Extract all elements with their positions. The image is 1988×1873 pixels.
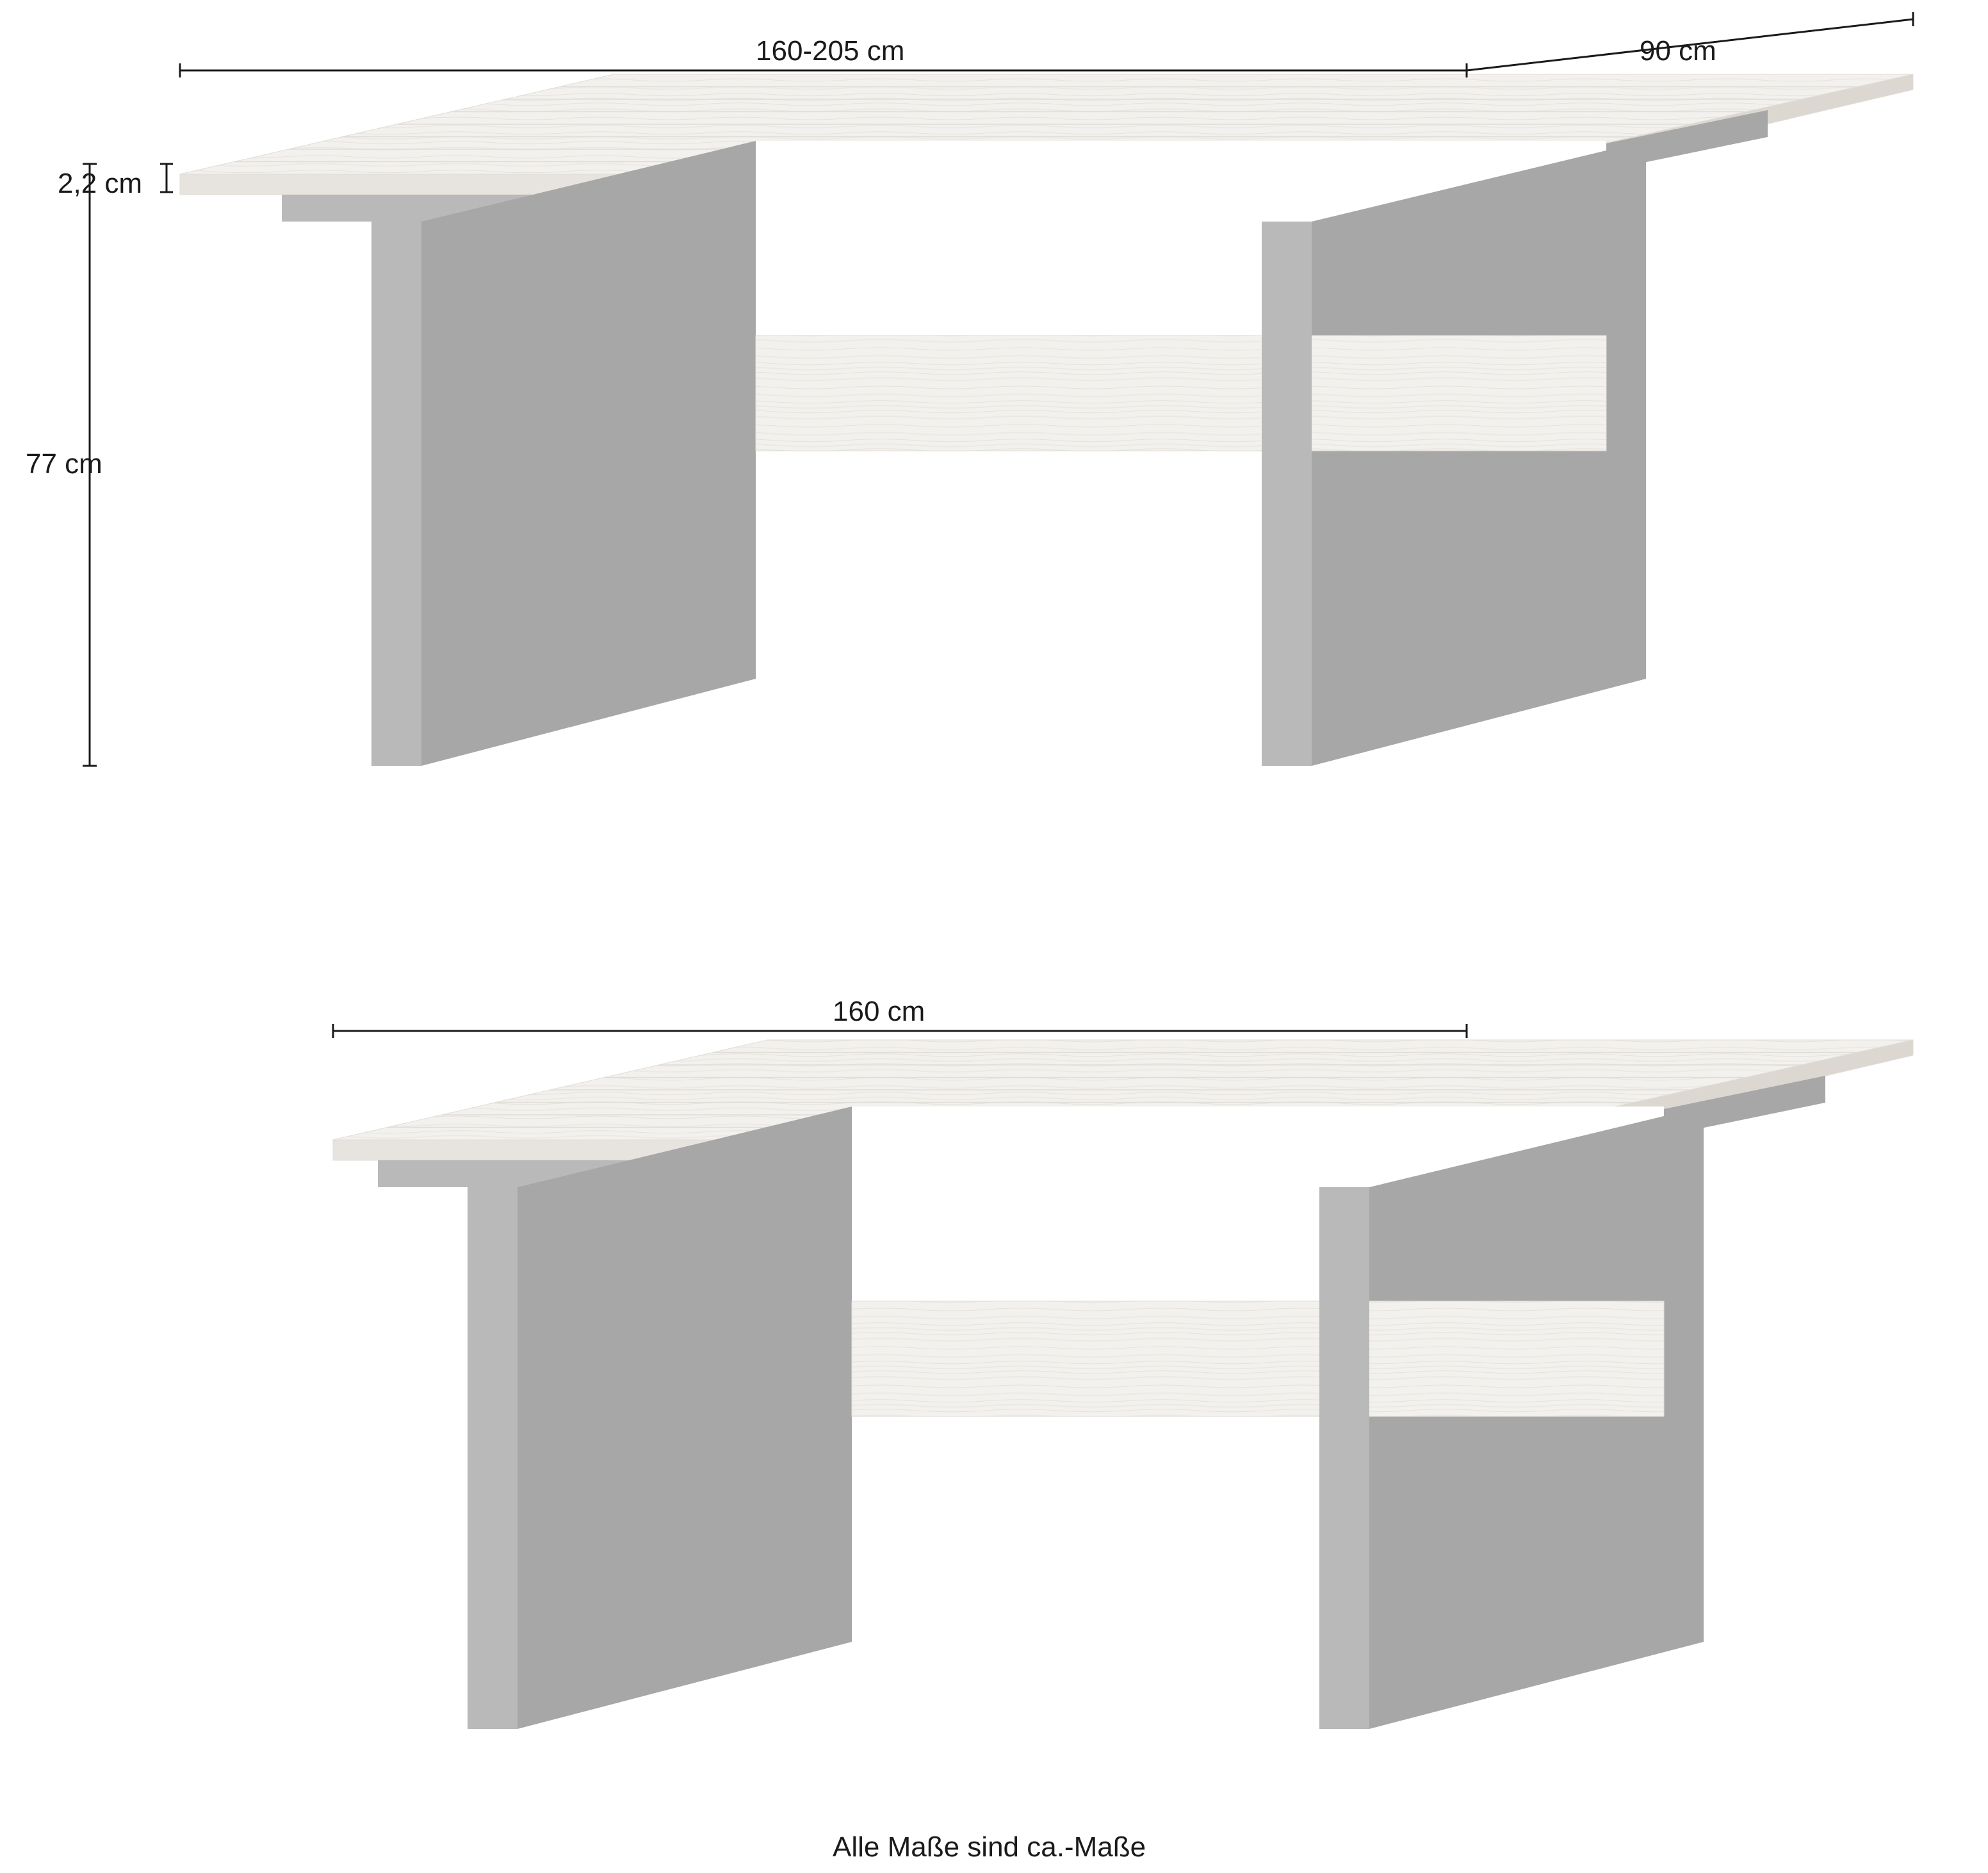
figure-svg [0, 0, 1988, 1873]
label-thickness: 2,2 cm [58, 168, 142, 200]
label-depth: 90 cm [1640, 35, 1716, 67]
dimension-diagram: 160-205 cm 90 cm 2,2 cm 77 cm 160 cm All… [0, 0, 1988, 1873]
label-height: 77 cm [26, 448, 102, 480]
label-length-closed: 160 cm [833, 996, 925, 1028]
label-length-extended: 160-205 cm [756, 35, 904, 67]
footer-note: Alle Maße sind ca.-Maße [833, 1831, 1146, 1863]
